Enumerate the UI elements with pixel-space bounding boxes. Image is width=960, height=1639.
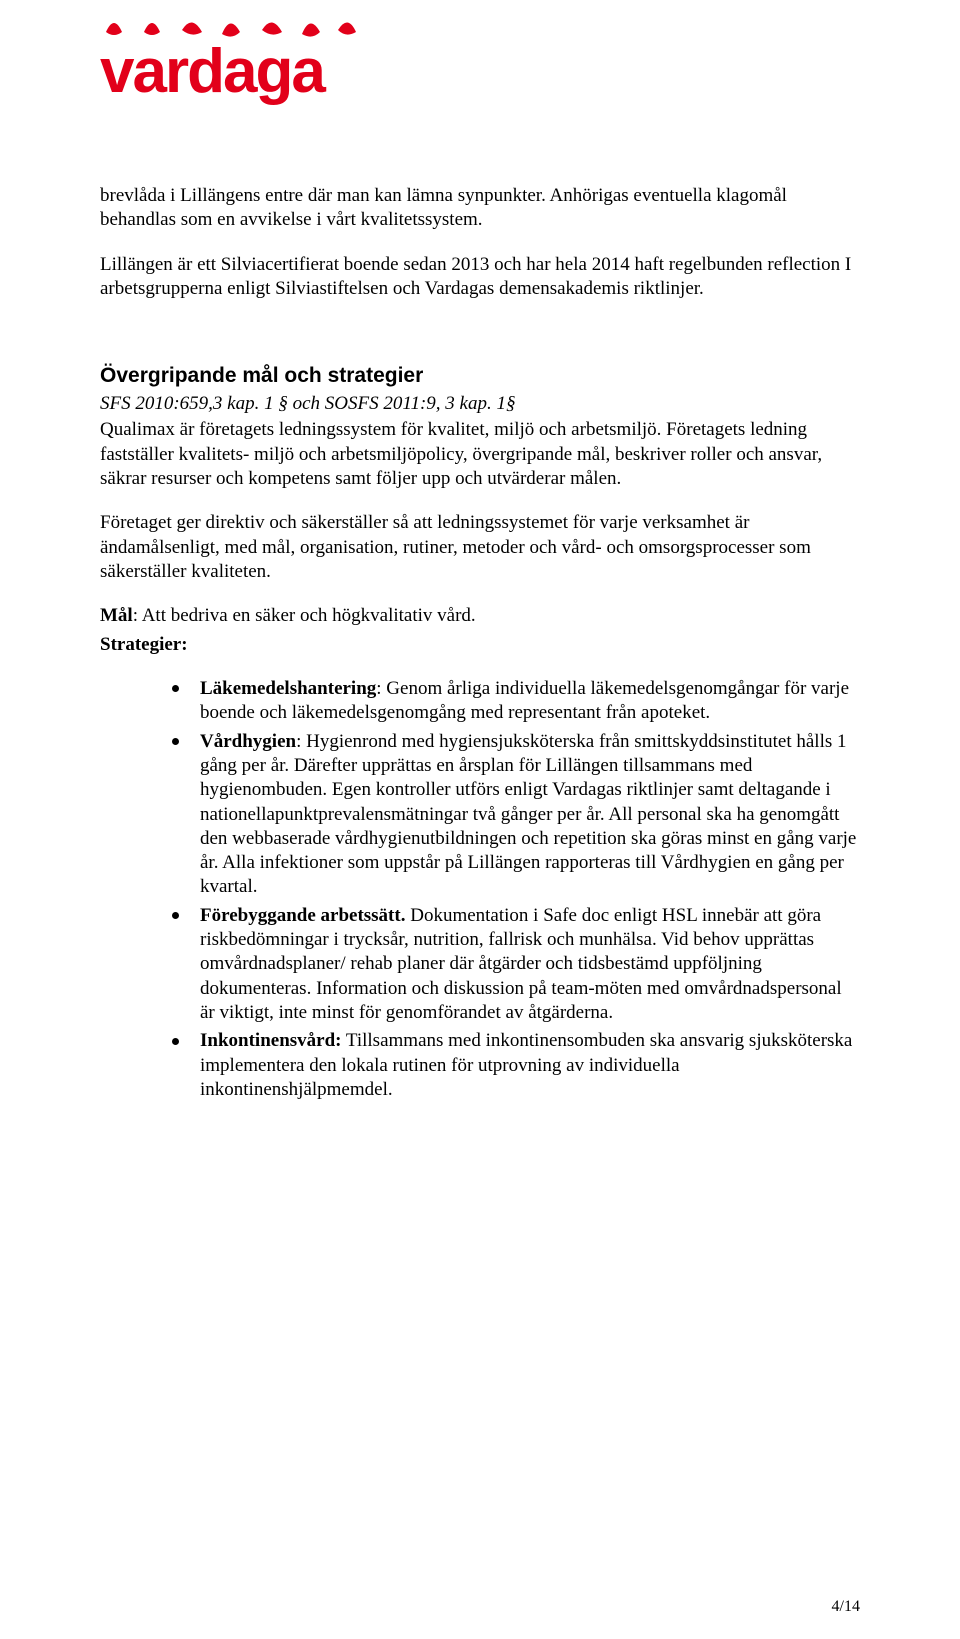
list-item-lead: Inkontinensvård:: [200, 1030, 342, 1051]
list-item-lead: Vårdhygien: [200, 731, 296, 752]
intro-paragraph-2: Lillängen är ett Silviacertifierat boend…: [100, 253, 860, 302]
body-paragraph-2: Företaget ger direktiv och säkerställer …: [100, 511, 860, 584]
intro-block: brevlåda i Lillängens entre där man kan …: [100, 184, 860, 301]
body-paragraph-1: Qualimax är företagets ledningssystem fö…: [100, 418, 860, 491]
mal-label: Mål: [100, 605, 133, 626]
page-number: 4/14: [832, 1597, 860, 1617]
list-item-lead: Läkemedelshantering: [200, 678, 376, 699]
section-reference: SFS 2010:659,3 kap. 1 § och SOSFS 2011:9…: [100, 392, 860, 416]
section-body: Qualimax är företagets ledningssystem fö…: [100, 418, 860, 1102]
list-item: Läkemedelshantering: Genom årliga indivi…: [172, 677, 860, 726]
mal-text: : Att bedriva en säker och högkvalitativ…: [133, 605, 476, 626]
list-item: Förebyggande arbetssätt. Dokumentation i…: [172, 904, 860, 1026]
vardaga-logo-svg: vardaga: [100, 22, 356, 106]
strategies-list: Läkemedelshantering: Genom årliga indivi…: [100, 677, 860, 1102]
svg-text:vardaga: vardaga: [100, 37, 326, 106]
intro-paragraph-1: brevlåda i Lillängens entre där man kan …: [100, 184, 860, 233]
page-container: vardaga brevlåda i Lillängens entre där …: [0, 0, 960, 1639]
list-item-lead: Förebyggande arbetssätt.: [200, 905, 405, 926]
list-item-rest: : Hygienrond med hygiensjuksköterska frå…: [200, 731, 856, 898]
list-item: Vårdhygien: Hygienrond med hygiensjukskö…: [172, 730, 860, 900]
section-heading: Övergripande mål och strategier: [100, 363, 860, 390]
list-item: Inkontinensvård: Tillsammans med inkonti…: [172, 1029, 860, 1102]
mal-line: Mål: Att bedriva en säker och högkvalita…: [100, 604, 860, 628]
strategier-label: Strategier:: [100, 633, 860, 657]
logo: vardaga: [100, 22, 860, 106]
